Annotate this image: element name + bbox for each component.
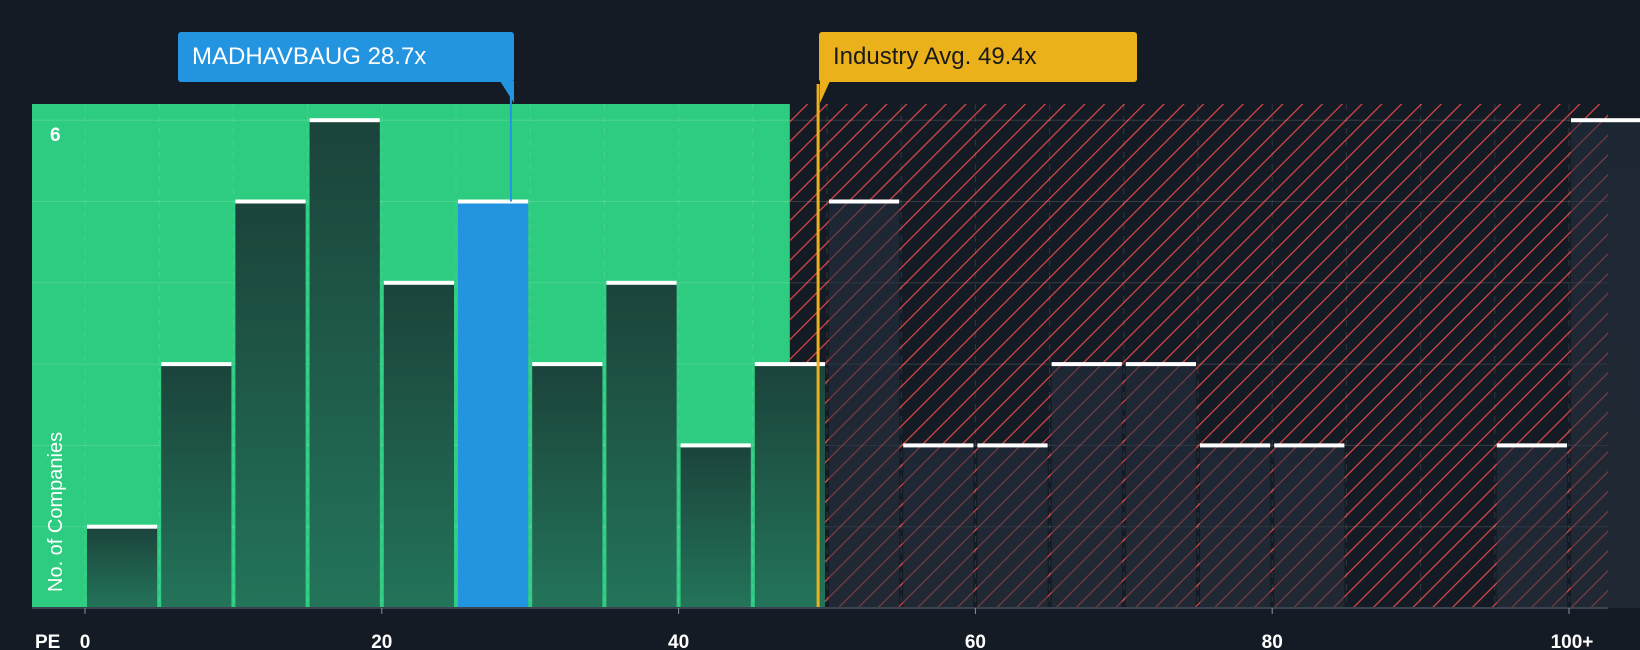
histogram-bar-cap	[680, 443, 751, 448]
histogram-bar-cap	[532, 362, 603, 367]
histogram-bar-cap	[903, 443, 974, 448]
histogram-bar	[309, 120, 380, 608]
histogram-bar	[1571, 120, 1640, 608]
histogram-bar-cap	[458, 199, 529, 204]
histogram-bar	[680, 445, 751, 608]
x-tick-label: 60	[965, 632, 986, 650]
histogram-bar-cap	[309, 118, 380, 123]
x-tick-label: 20	[371, 632, 392, 650]
x-tick-label: 80	[1262, 632, 1283, 650]
company-pe-callout: MADHAVBAUG 28.7x	[178, 32, 514, 82]
histogram-bar	[161, 364, 232, 608]
histogram-bar-cap	[1200, 443, 1271, 448]
histogram-bar-cap	[383, 280, 454, 285]
histogram-bar	[1200, 445, 1271, 608]
histogram-bar-cap	[161, 362, 232, 367]
histogram-bar-cap	[1125, 362, 1196, 367]
company-callout-pointer	[500, 81, 514, 103]
y-axis-label: No. of Companies	[45, 432, 67, 592]
histogram-bar-cap	[1571, 118, 1640, 123]
histogram-bar	[754, 364, 825, 608]
histogram-bar	[1274, 445, 1345, 608]
histogram-bar-cap	[87, 524, 158, 529]
histogram-bar-cap	[606, 280, 677, 285]
histogram-bar	[1125, 364, 1196, 608]
histogram-bar	[458, 201, 529, 608]
histogram-bar-cap	[1274, 443, 1345, 448]
industry-average-callout: Industry Avg. 49.4x	[819, 32, 1137, 82]
histogram-bar-cap	[829, 199, 900, 204]
x-tick-label: 40	[668, 632, 689, 650]
y-tick-label: 6	[50, 125, 61, 146]
histogram-bar	[829, 201, 900, 608]
histogram-bar	[532, 364, 603, 608]
histogram-bar-cap	[1496, 443, 1567, 448]
x-tick-label: 0	[80, 632, 91, 650]
histogram-bar-cap	[1051, 362, 1122, 367]
histogram-bar	[903, 445, 974, 608]
x-tick-label: 100+	[1551, 632, 1594, 650]
histogram-bar	[383, 282, 454, 608]
industry-average-label: Industry Avg. 49.4x	[833, 43, 1037, 70]
histogram-bar	[1496, 445, 1567, 608]
histogram-bar	[606, 282, 677, 608]
histogram-bar-cap	[754, 362, 825, 367]
histogram-bar	[1051, 364, 1122, 608]
histogram-bar-cap	[977, 443, 1048, 448]
histogram-bar	[235, 201, 306, 608]
company-pe-label: MADHAVBAUG 28.7x	[192, 43, 427, 70]
x-axis-label: PE	[35, 632, 60, 650]
histogram-bar	[977, 445, 1048, 608]
histogram-bar	[87, 526, 158, 608]
industry-callout-pointer	[820, 81, 830, 103]
histogram-bar-cap	[235, 199, 306, 204]
